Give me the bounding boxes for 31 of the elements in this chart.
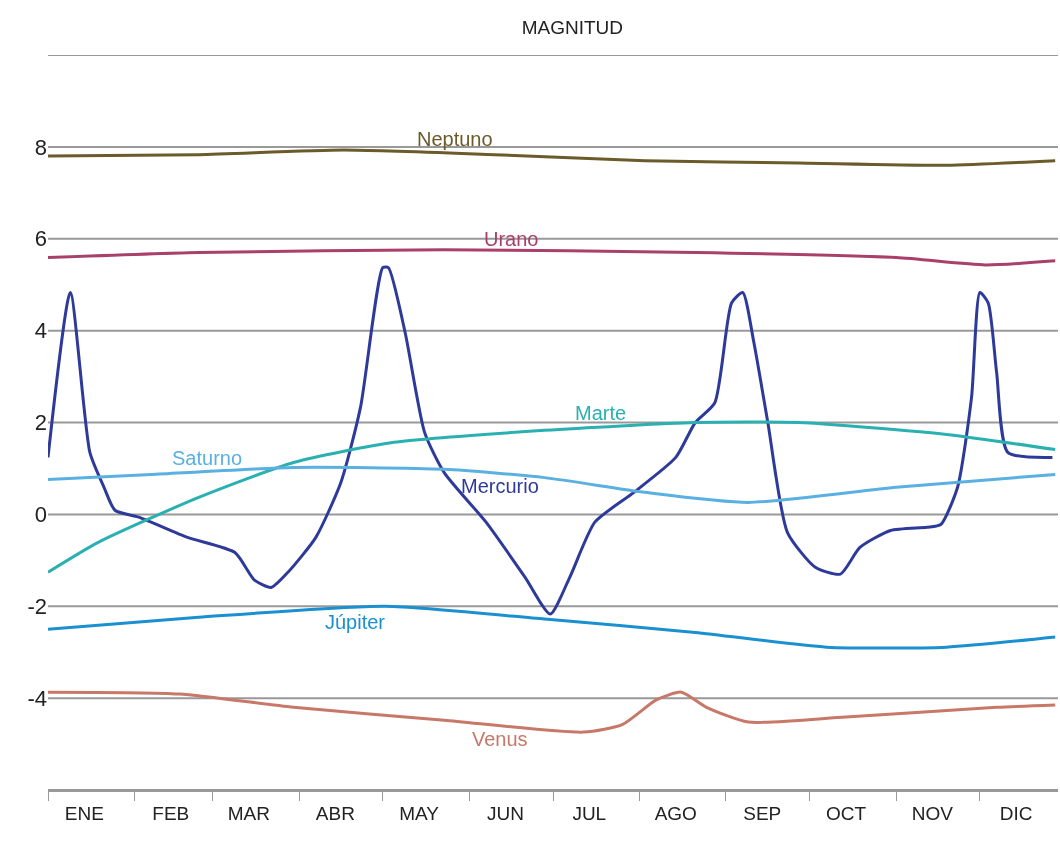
x-tick-label: AGO (654, 803, 697, 824)
y-tick-label: -4 (27, 685, 47, 711)
x-tick-label: DIC (999, 803, 1033, 824)
chart-title: MAGNITUD (521, 17, 624, 39)
x-tick-label: ABR (315, 803, 355, 824)
x-tick-label: MAR (227, 803, 270, 824)
series-label: Saturno (172, 447, 243, 469)
x-tick-label: MAY (399, 803, 440, 824)
x-tick-label: NOV (911, 803, 954, 824)
y-tick-label: 8 (34, 134, 47, 160)
line-series (48, 248, 1057, 267)
x-tick-label: OCT (825, 803, 867, 824)
series-label: Venus (472, 728, 528, 750)
y-tick-label: 4 (34, 318, 47, 344)
line-series (48, 420, 1057, 574)
y-tick-label: 6 (34, 226, 47, 252)
x-tick-label: JUL (572, 803, 607, 824)
series-label: Júpiter (325, 611, 386, 633)
x-tick-label: FEB (152, 803, 190, 824)
series-label: Urano (484, 228, 539, 250)
x-tick-label: JUN (487, 803, 525, 824)
y-tick-label: -2 (27, 593, 47, 619)
y-tick-label: 2 (34, 410, 47, 436)
line-series (48, 148, 1057, 167)
series-label: Marte (575, 402, 627, 424)
series-label: Neptuno (417, 128, 493, 150)
y-tick-label: 0 (34, 502, 47, 528)
x-tick-label: SEP (743, 803, 782, 824)
x-tick-label: ENE (64, 803, 104, 824)
series-label: Mercurio (461, 475, 539, 497)
line-series (48, 604, 1057, 650)
